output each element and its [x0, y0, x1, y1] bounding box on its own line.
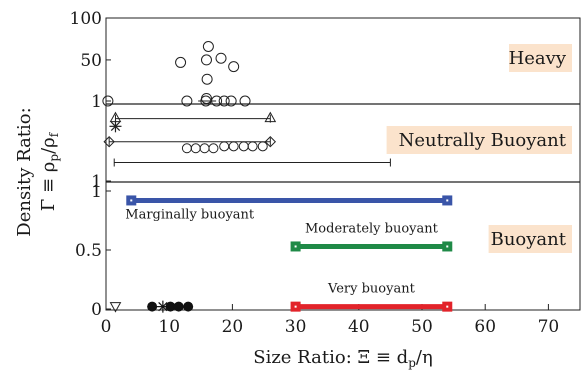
- data-point-circle: [218, 95, 230, 107]
- band-endpoint-dot: [294, 245, 297, 248]
- data-point-circle: [200, 92, 212, 104]
- data-point-circle: [228, 61, 240, 73]
- data-point-diamond: [264, 136, 277, 148]
- band-endpoint-dot: [446, 199, 449, 202]
- x-axis-title: Size Ratio: Ξ ≡ dp/η: [253, 347, 433, 370]
- data-point-star: [158, 301, 168, 312]
- y-tick-label: 50: [80, 51, 102, 71]
- band-endpoint-dot: [294, 305, 297, 308]
- data-point-circle: [190, 143, 201, 154]
- data-point-diamond: [103, 136, 115, 148]
- data-point-circle: [175, 56, 187, 68]
- y-tick-label: 1: [91, 172, 102, 192]
- y-tick-label: 1: [91, 182, 102, 202]
- data-point-circle: [201, 73, 213, 85]
- band-endpoint-dot: [446, 245, 449, 248]
- data-point-circle: [219, 141, 230, 152]
- x-tick-label: 20: [222, 317, 244, 337]
- y-axis-title-line1: Density Ratio:: [14, 107, 35, 236]
- data-point-circle: [215, 52, 227, 64]
- data-point-filled-circle: [173, 301, 184, 312]
- data-point-circle: [200, 54, 212, 66]
- data-point-circle: [199, 143, 210, 154]
- data-point-filled-circle: [147, 301, 158, 312]
- data-point-triangle-down: [109, 302, 122, 313]
- data-point-circle: [238, 141, 249, 152]
- band-endpoint-dot: [130, 199, 133, 202]
- x-tick-label: 40: [348, 317, 370, 337]
- data-point-circle: [228, 141, 239, 152]
- data-point-circle: [181, 143, 192, 154]
- panel-title-box: [488, 225, 572, 253]
- panel-title: Heavy: [509, 48, 567, 69]
- data-point-star: [110, 121, 121, 131]
- data-point-circle: [225, 95, 237, 107]
- x-tick-label: 0: [101, 317, 112, 337]
- plot-frame: [105, 17, 581, 311]
- band-label: Very buoyant: [327, 282, 416, 297]
- x-tick-label: 30: [285, 317, 307, 337]
- y-axis-title: Density Ratio: Γ ≡ ρp/ρf: [14, 107, 61, 236]
- data-point-circle: [202, 41, 214, 53]
- data-point-circle: [208, 143, 219, 154]
- panel-title-box: [386, 126, 572, 154]
- panel-title-box: [509, 44, 572, 72]
- x-tick-label: 50: [411, 317, 433, 337]
- data-point-circle: [102, 95, 114, 107]
- x-tick-label: 60: [474, 317, 496, 337]
- panel-title: Neutrally Buoyant: [399, 130, 567, 151]
- band-label: Moderately buoyant: [305, 221, 439, 236]
- y-tick-label: 1: [91, 92, 102, 112]
- data-point-circle: [257, 141, 268, 152]
- x-tick-label: 70: [538, 317, 560, 337]
- y-tick-label: 100: [70, 9, 102, 29]
- data-point-circle: [239, 95, 251, 107]
- band-label: Marginally buoyant: [125, 207, 255, 222]
- data-point-filled-circle: [165, 301, 176, 312]
- y-tick-label: 0.5: [75, 241, 102, 261]
- data-point-filled-circle: [183, 301, 194, 312]
- data-point-circle: [247, 141, 258, 152]
- x-tick-label: 10: [158, 317, 180, 337]
- data-point-triangle: [264, 111, 277, 123]
- panel-title: Buoyant: [491, 229, 567, 250]
- y-axis-title-line2: Γ ≡ ρp/ρf: [38, 131, 61, 211]
- data-point-circle: [181, 95, 193, 107]
- band-endpoint-dot: [446, 305, 449, 308]
- y-tick-label: 0: [91, 300, 102, 320]
